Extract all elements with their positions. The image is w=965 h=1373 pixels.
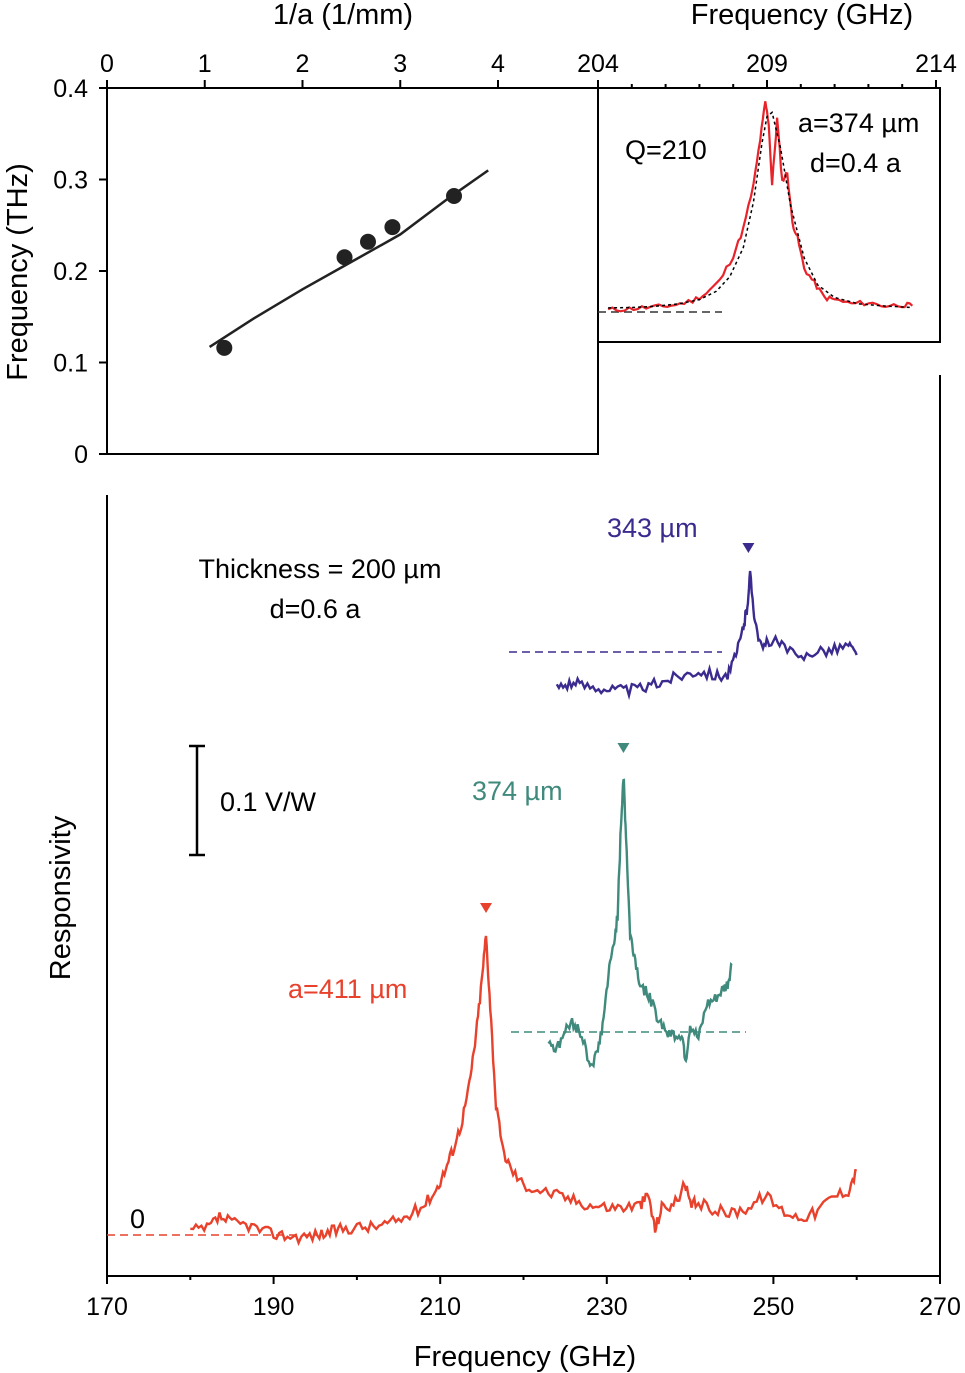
panel-a-x-axis-label: 1/a (1/mm): [273, 0, 413, 31]
panel-c-x-tick-label: 250: [753, 1293, 795, 1321]
panel-c-axes: [106, 375, 941, 1277]
lattice-constant-label: a=374 µm: [798, 108, 919, 138]
panel-a-x-tick-label: 1: [198, 50, 212, 78]
panel-a-y-axis-label: Frequency (THz): [2, 163, 34, 381]
panel-a-x-ticks: 0 1 2 3 4: [100, 50, 505, 88]
zero-label: 0: [130, 1204, 145, 1234]
data-point: [446, 187, 463, 204]
panel-a-x-tick-label: 0: [100, 50, 114, 78]
scale-bar: 0.1 V/W: [189, 744, 317, 857]
data-point: [336, 249, 353, 266]
peak-marker: [742, 543, 755, 553]
hole-diameter-label: d=0.4 a: [810, 148, 902, 178]
panel-c-x-tick-label: 170: [86, 1293, 128, 1321]
panel-a-frame: [106, 87, 599, 455]
hole-ratio-label: d=0.6 a: [270, 594, 362, 624]
scale-bar-label: 0.1 V/W: [220, 787, 317, 817]
panel-a-x-tick-label: 4: [491, 50, 505, 78]
peak-marker: [617, 743, 630, 753]
data-point: [359, 233, 376, 250]
label-374: 374 µm: [472, 776, 563, 806]
panel-c-x-axis-label: Frequency (GHz): [414, 1341, 636, 1373]
fit-curve: [608, 111, 913, 309]
panel-a-y-tick-label: 0.1: [53, 350, 88, 378]
thickness-label: Thickness = 200 µm: [199, 554, 442, 584]
peak-marker: [480, 903, 493, 913]
label-411: a=411 µm: [288, 974, 407, 1004]
panel-a-y-tick-label: 0.3: [53, 167, 88, 195]
panel-c-y-axis-label: Responsivity: [45, 815, 77, 980]
panel-c-x-tick-label: 210: [419, 1293, 461, 1321]
panel-a-y-ticks: 0 0.1 0.2 0.3 0.4: [53, 75, 107, 469]
panel-c-x-tick-label: 230: [586, 1293, 628, 1321]
panel-c-x-tick-label: 270: [919, 1293, 961, 1321]
panel-a-y-tick-label: 0.4: [53, 75, 88, 103]
panel-b-frame: [597, 87, 941, 343]
data-point: [384, 219, 401, 236]
panel-responsivity-spectra: 170 190 210 230 250 270 0 0.1 V/W Thickness =…: [45, 375, 961, 1373]
panel-frequency-vs-inverse-lattice: 0 1 2 3 4 0 0.1 0.2 0.3 0.4 1/a (1/mm) Frequency…: [2, 0, 599, 469]
panel-a-x-tick-label: 3: [393, 50, 407, 78]
series-343: [555, 570, 858, 701]
panel-b-x-tick-label: 204: [577, 50, 619, 78]
panel-c-series: [190, 570, 858, 1247]
series-411: [190, 935, 857, 1247]
label-343: 343 µm: [607, 513, 698, 543]
panel-b-series: [607, 101, 914, 313]
series-374: [547, 778, 733, 1069]
panel-b-x-tick-label: 209: [746, 50, 788, 78]
panel-resonance-inset: 204 209 214 Frequency (GHz) Q=210 a=374 µm…: [577, 0, 957, 343]
q-factor-label: Q=210: [625, 135, 707, 165]
panel-c-peak-markers: [480, 543, 755, 913]
panel-a-x-tick-label: 2: [296, 50, 310, 78]
panel-a-y-tick-label: 0: [74, 441, 88, 469]
panel-a-points: [216, 187, 463, 356]
panel-c-x-tick-label: 190: [253, 1293, 295, 1321]
data-point: [216, 339, 233, 356]
panel-b-x-ticks: 204 209 214: [577, 50, 957, 88]
panel-b-x-tick-label: 214: [915, 50, 957, 78]
panel-b-x-axis-label: Frequency (GHz): [691, 0, 913, 31]
panel-c-x-ticks: 170 190 210 230 250 270: [86, 1276, 961, 1321]
panel-a-y-tick-label: 0.2: [53, 258, 88, 286]
